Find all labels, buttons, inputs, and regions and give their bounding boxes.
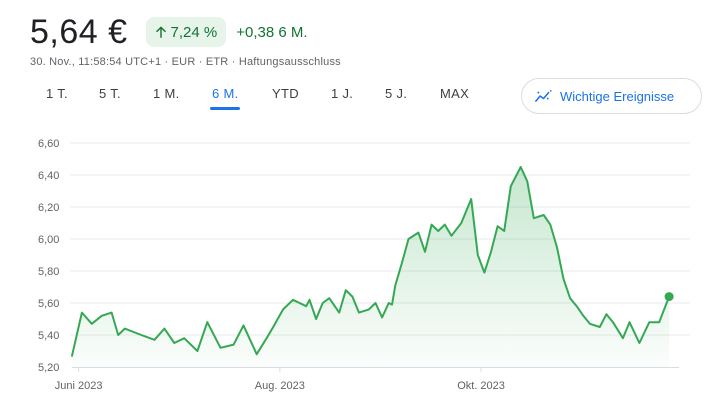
quote-meta: 30. Nov., 11:58:54 UTC+1 · EUR · ETR · H… [30, 56, 341, 68]
key-events-label: Wichtige Ereignisse [560, 88, 675, 104]
tab-ytd[interactable]: YTD [272, 86, 299, 101]
insights-icon [535, 90, 552, 102]
percent-change-value: 7,24 % [170, 23, 218, 41]
current-price: 5,64 € [30, 13, 128, 51]
price-line [71, 166, 671, 357]
y-tick-label: 6,00 [38, 234, 59, 246]
x-tick-label: Juni 2023 [55, 380, 103, 392]
y-tick-label: 5,80 [38, 266, 59, 278]
x-tick-label: Aug. 2023 [255, 380, 305, 392]
tab-max[interactable]: MAX [440, 86, 470, 101]
y-tick-label: 5,40 [38, 330, 59, 342]
x-tick-label: Okt. 2023 [457, 380, 505, 392]
grid-lines [70, 142, 690, 336]
absolute-change: +0,38 6 M. [236, 23, 308, 41]
tab-1-year[interactable]: 1 J. [331, 86, 354, 101]
y-tick-label: 6,40 [38, 170, 59, 182]
tab-5-years[interactable]: 5 J. [385, 86, 408, 101]
y-tick-label: 5,60 [38, 298, 59, 310]
x-axis-ticks: Juni 2023 Aug. 2023 Okt. 2023 [55, 367, 505, 392]
tab-1-month[interactable]: 1 M. [153, 86, 180, 101]
price-area-fill [72, 167, 670, 367]
tab-1-day[interactable]: 1 T. [46, 86, 68, 101]
last-price-dot [664, 292, 674, 302]
percent-change-badge: 7,24 % [145, 17, 227, 47]
quote-header: 5,64 € 7,24 % +0,38 6 M. [30, 12, 308, 52]
y-tick-label: 6,20 [38, 202, 59, 214]
y-axis-labels: 6,60 6,40 6,20 6,00 5,80 5,60 5,40 5,20 [38, 138, 59, 374]
arrow-up-icon [155, 26, 166, 38]
tab-6-months[interactable]: 6 M. [209, 86, 242, 110]
tab-5-days[interactable]: 5 T. [99, 86, 121, 101]
key-events-button[interactable]: Wichtige Ereignisse [521, 78, 702, 114]
price-chart[interactable]: 6,60 6,40 6,20 6,00 5,80 5,60 5,40 5,20 Juni 20… [0, 130, 721, 405]
y-tick-label: 5,20 [38, 362, 59, 374]
y-tick-label: 6,60 [38, 138, 59, 150]
